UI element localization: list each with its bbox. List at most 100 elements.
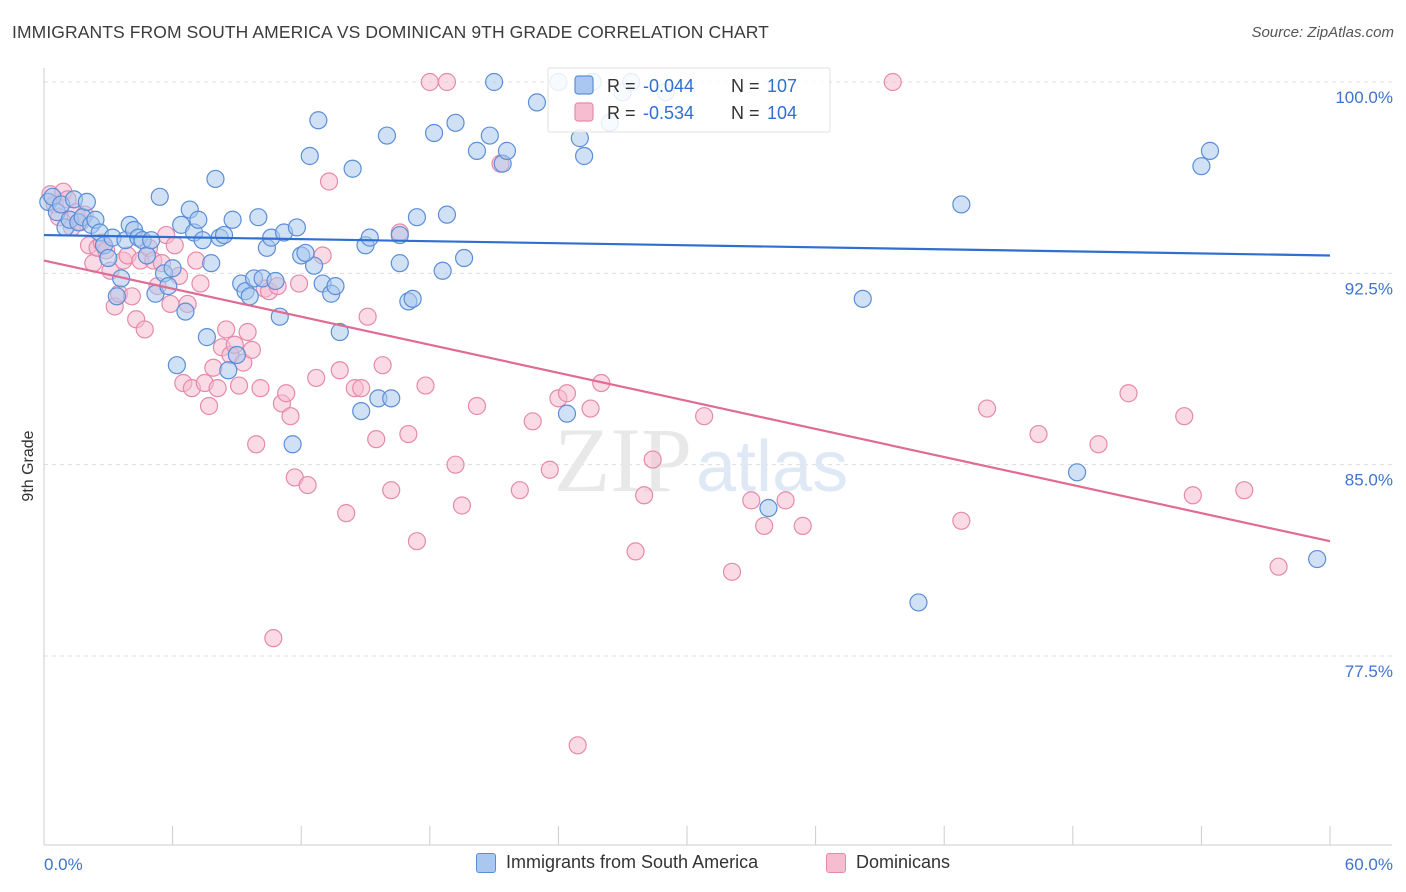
data-point-dominicans [217,320,236,339]
data-point-dominicans [742,491,761,510]
data-point-dominicans [352,379,371,398]
labels-layer: 77.5% 85.0% 92.5% 100.0% 0.0% 60.0% [44,88,1393,874]
data-point-dominicans [199,396,219,416]
data-point-immigrants-south-america [219,361,238,380]
data-point-immigrants-south-america [137,246,156,265]
data-point-dominicans [581,399,600,418]
data-point-immigrants-south-america [189,210,208,229]
stats-legend-blue-n: 107 [767,76,797,96]
data-point-immigrants-south-america [240,287,259,306]
data-point-dominicans [238,322,257,342]
data-point-dominicans [135,320,154,339]
stats-legend-blue-n-label: N = [731,76,760,96]
data-point-immigrants-south-america [557,404,577,423]
data-point-immigrants-south-america [454,248,474,268]
watermark: ZIP atlas [554,409,848,511]
data-point-immigrants-south-america [433,261,452,280]
data-point-immigrants-south-america [390,225,409,245]
data-point-dominicans [247,435,266,454]
data-point-dominicans [399,424,418,444]
data-point-immigrants-south-america [343,159,362,178]
stats-legend-pink-n-label: N = [731,103,760,123]
data-point-immigrants-south-america [300,146,319,166]
stats-legend-pink-r-label: R = [607,103,636,123]
data-point-dominicans [416,376,435,395]
data-point-immigrants-south-america [1308,549,1327,569]
data-point-dominicans [289,274,309,293]
bottom-legend-pink[interactable]: Dominicans [826,852,950,873]
data-point-immigrants-south-america [497,141,517,160]
data-point-immigrants-south-america [176,302,195,321]
data-point-dominicans [373,356,392,375]
data-point-immigrants-south-america [107,287,126,306]
chart-title: IMMIGRANTS FROM SOUTH AMERICA VS DOMINIC… [12,22,769,42]
data-point-immigrants-south-america [163,259,182,278]
data-point-dominicans [298,475,317,495]
data-point-immigrants-south-america [480,126,499,145]
data-point-dominicans [161,294,180,314]
y-axis-label: 9th Grade [20,430,37,501]
data-point-dominicans [952,511,971,530]
stats-legend-blue-swatch [574,75,594,95]
data-point-immigrants-south-america [575,146,594,166]
data-point-dominicans [1089,435,1108,454]
bottom-legend: Immigrants from South America Dominicans [0,846,1406,882]
data-point-dominicans [1235,481,1254,500]
data-point-dominicans [1183,486,1202,505]
data-point-dominicans [452,496,472,515]
data-point-immigrants-south-america [326,276,345,296]
y-tick-label: 77.5% [1345,662,1393,681]
data-point-dominicans [420,72,439,92]
data-point-dominicans [165,236,184,255]
data-point-dominicans [187,251,206,270]
data-point-immigrants-south-america [527,93,547,112]
y-tick-label: 100.0% [1335,88,1393,107]
data-point-immigrants-south-america [909,593,928,612]
x-tick-label-max: 60.0% [1345,855,1393,874]
data-point-immigrants-south-america [249,208,268,227]
data-point-dominicans [382,481,401,500]
data-point-dominicans [1119,384,1138,403]
data-point-dominicans [510,481,529,500]
data-point-dominicans [367,430,386,449]
bottom-legend-pink-label: Dominicans [856,852,951,872]
data-point-immigrants-south-america [214,225,234,245]
data-point-dominicans [1269,557,1288,576]
data-point-immigrants-south-america [485,72,504,92]
data-point-immigrants-south-america [467,141,487,160]
data-point-dominicans [635,486,654,505]
data-point-dominicans [330,361,349,380]
data-point-immigrants-south-america [77,192,96,212]
data-point-dominicans [1029,424,1048,444]
data-point-immigrants-south-america [437,205,457,224]
data-point-immigrants-south-america [283,435,302,454]
watermark-zip: ZIP [554,409,692,511]
data-point-dominicans [467,396,487,416]
data-point-immigrants-south-america [1192,157,1211,176]
data-point-dominicans [229,376,249,395]
bottom-legend-blue-label: Immigrants from South America [506,852,759,872]
data-point-dominicans [337,504,356,523]
data-point-dominicans [643,450,662,469]
data-point-dominicans [319,172,339,191]
data-point-immigrants-south-america [296,243,315,263]
data-point-immigrants-south-america [360,228,379,247]
data-point-dominicans [446,455,465,474]
source-label: Source: ZipAtlas.com [1251,24,1394,41]
data-point-immigrants-south-america [407,208,427,227]
data-point-dominicans [277,384,296,403]
data-point-dominicans [437,72,457,92]
data-point-immigrants-south-america [446,113,465,132]
data-point-immigrants-south-america [142,231,161,250]
data-point-immigrants-south-america [377,126,397,145]
data-point-dominicans [540,460,559,479]
data-point-immigrants-south-america [759,498,778,518]
data-point-dominicans [358,307,377,326]
stats-legend-blue-r-label: R = [607,76,636,96]
bottom-legend-blue[interactable]: Immigrants from South America [476,852,758,873]
data-point-immigrants-south-america [424,123,444,143]
data-point-immigrants-south-america [150,187,169,206]
data-point-immigrants-south-america [403,289,422,308]
data-point-dominicans [204,358,223,377]
